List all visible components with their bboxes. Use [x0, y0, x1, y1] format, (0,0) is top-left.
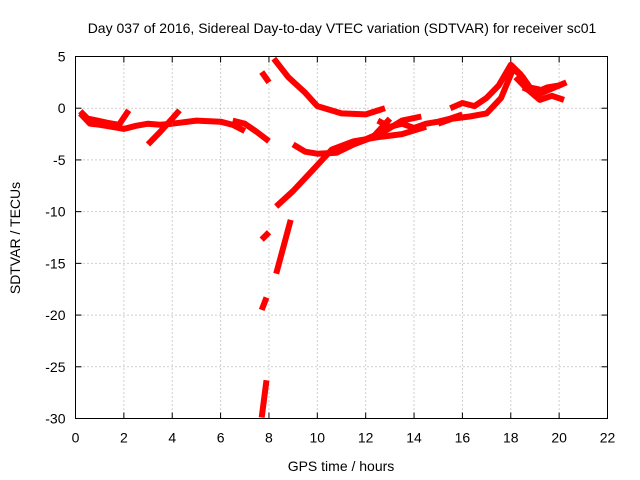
data-series	[78, 56, 568, 418]
y-tick-label: -5	[53, 152, 66, 168]
series-line-arc3	[145, 108, 182, 147]
x-tick-label: 12	[358, 430, 374, 446]
series-line-arc18	[513, 75, 565, 103]
x-tick-label: 10	[310, 430, 326, 446]
y-tick-label: -25	[45, 359, 65, 375]
x-tick-label: 18	[503, 430, 519, 446]
x-tick-label: 14	[406, 430, 422, 446]
series-line-arc8	[259, 230, 272, 242]
x-tick-label: 4	[168, 430, 176, 446]
y-tick-label: 0	[58, 100, 66, 116]
y-tick-labels: -30 -25 -20 -15 -10 -5 0 5	[45, 49, 65, 427]
y-tick-label: -15	[45, 255, 65, 271]
x-tick-label: 16	[455, 430, 471, 446]
series-line-arc9	[258, 296, 270, 311]
y-tick-label: -10	[45, 204, 65, 220]
series-line-arc7	[271, 56, 386, 118]
x-tick-label: 0	[72, 430, 80, 446]
y-axis-label: SDTVAR / TECUs	[7, 182, 23, 294]
y-tick-label: -20	[45, 307, 65, 323]
grid-lines	[75, 56, 608, 419]
series-line-arc11	[273, 219, 294, 275]
x-tick-label: 20	[551, 430, 567, 446]
series-line-arc6	[259, 70, 272, 85]
series-line-arc2	[78, 108, 132, 128]
series-line-arc12	[274, 123, 427, 209]
series-line-arc5	[231, 117, 271, 144]
series-line-arc19	[521, 79, 568, 96]
y-tick-label: -30	[45, 411, 65, 427]
plot-frame	[75, 56, 608, 419]
x-tick-label: 2	[120, 430, 128, 446]
x-axis-label: GPS time / hours	[288, 458, 395, 474]
x-tick-label: 6	[217, 430, 225, 446]
chart-title: Day 037 of 2016, Sidereal Day-to-day VTE…	[88, 20, 597, 36]
y-tick-label: 5	[58, 49, 66, 65]
series-line-arc4	[171, 117, 247, 134]
x-tick-label: 8	[265, 430, 273, 446]
series-line-arc1	[78, 111, 173, 132]
x-tick-label: 22	[600, 430, 616, 446]
series-line-arc10	[258, 379, 270, 418]
series-line-arc15	[364, 113, 422, 142]
x-tick-labels: 0 2 4 6 8 10 12 14 16 18 20 22	[72, 430, 616, 446]
